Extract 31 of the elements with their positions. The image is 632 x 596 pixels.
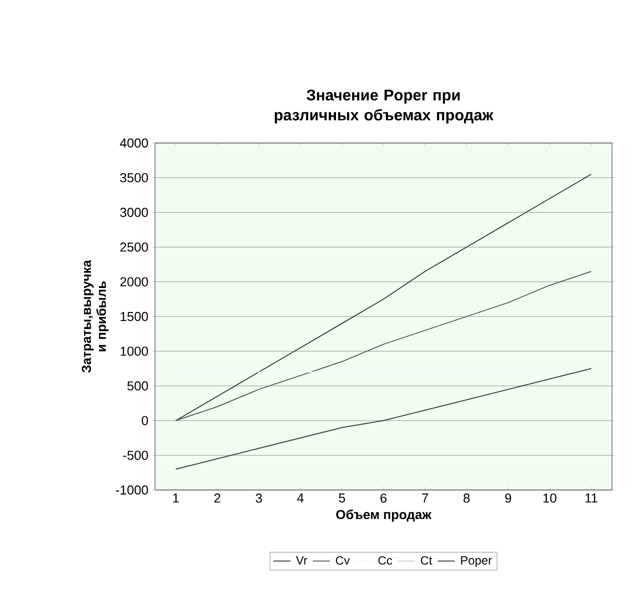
legend-label: Poper: [461, 556, 492, 567]
y-tick-label: 0: [142, 416, 148, 426]
y-tick-label: 2500: [120, 242, 148, 252]
chart-title: Значение Poper при различных объемах продаж: [274, 90, 494, 124]
legend-label: Cc: [378, 556, 392, 565]
legend-label: Ct: [420, 556, 432, 565]
legend-label: Vr: [296, 556, 308, 564]
y-tick-label: 4000: [120, 138, 148, 148]
x-tick-label: 2: [214, 494, 220, 503]
y-tick-label: 500: [127, 381, 148, 390]
x-tick-label: 3: [256, 494, 262, 503]
x-tick-label: 7: [422, 494, 428, 502]
y-tick-label: 1500: [120, 312, 148, 322]
x-tick-label: 11: [585, 494, 598, 502]
y-tick-label: 3500: [120, 173, 148, 182]
x-tick-label: 5: [338, 494, 346, 503]
y-tick-label: -1000: [116, 485, 148, 495]
y-tick-label: -500: [123, 450, 148, 460]
line-series: [175, 270, 592, 422]
y-tick-label: 3000: [120, 208, 148, 217]
x-tick-label: 6: [380, 494, 387, 503]
x-tick-label: 1: [173, 494, 179, 502]
x-axis-title: Объем продаж: [336, 510, 432, 522]
y-tick-label: 1000: [120, 346, 148, 356]
y-axis-title: Затраты,выручка и прибыль: [82, 260, 109, 373]
x-tick-label: 4: [297, 494, 304, 502]
x-tick-label: 8: [464, 494, 470, 503]
x-tick-label: 10: [543, 494, 556, 503]
y-tick-label: 2000: [120, 277, 148, 286]
x-tick-label: 9: [505, 494, 512, 503]
legend-label: Cv: [336, 556, 350, 565]
